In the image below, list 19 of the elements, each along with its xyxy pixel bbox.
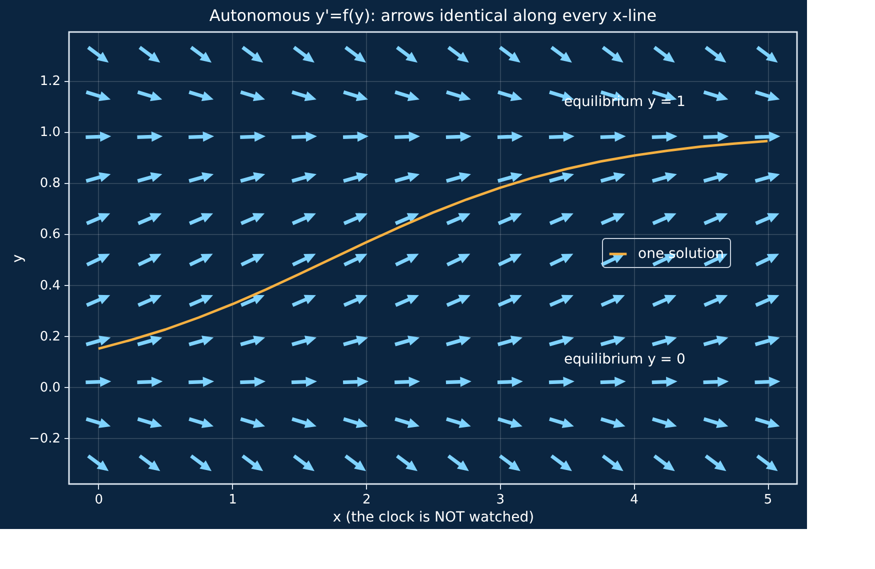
x-tick-label: 1 bbox=[228, 492, 237, 508]
x-tick-label: 3 bbox=[496, 492, 505, 508]
y-tick-label: 1.2 bbox=[40, 74, 60, 90]
y-tick-label: 1.0 bbox=[40, 125, 60, 140]
y-tick-label: 0.0 bbox=[40, 380, 60, 396]
x-tick-label: 5 bbox=[764, 492, 772, 508]
y-tick-label: 0.4 bbox=[40, 278, 60, 294]
legend-label: one solution bbox=[638, 246, 724, 262]
y-tick-label: 0.6 bbox=[40, 227, 60, 242]
x-tick-label: 0 bbox=[94, 492, 104, 508]
y-tick-label: 0.8 bbox=[40, 176, 60, 192]
y-axis-title: y bbox=[10, 254, 26, 263]
y-tick-label: −0.2 bbox=[28, 432, 60, 447]
chart-title: Autonomous y'=f(y): arrows identical along every x-line bbox=[209, 6, 657, 25]
x-tick-label: 2 bbox=[362, 492, 371, 508]
x-tick-label: 4 bbox=[630, 492, 638, 508]
x-axis-title: x (the clock is NOT watched) bbox=[332, 510, 534, 526]
annotation: equilibrium y = 0 bbox=[564, 351, 686, 368]
y-tick-label: 0.2 bbox=[40, 329, 60, 344]
